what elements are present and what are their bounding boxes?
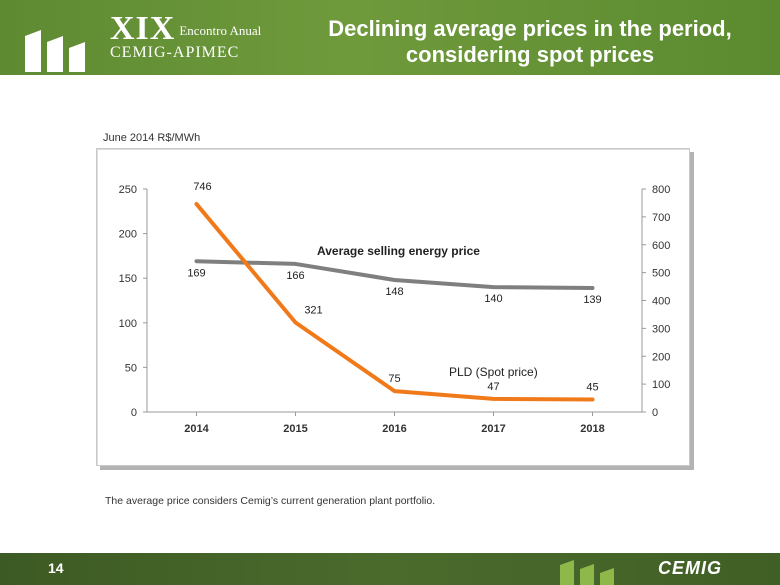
y-left-tick-label: 250 xyxy=(119,184,137,196)
series-name-spot-price: PLD (Spot price) xyxy=(449,365,538,379)
price-chart: 0 50 100 150 200 250 0 100 200 300 400 500 600 700 800… xyxy=(119,181,671,435)
slide-title-line-1: Declining average prices in the period, xyxy=(328,16,732,41)
x-tick-label: 2014 xyxy=(184,423,209,435)
y-left-tick-label: 0 xyxy=(131,407,137,419)
event-roman: XIX xyxy=(110,10,176,47)
y-right-tick-label: 700 xyxy=(652,212,670,224)
data-label: 139 xyxy=(583,294,601,306)
data-label: 75 xyxy=(388,373,400,385)
data-label: 140 xyxy=(484,293,502,305)
x-tick-label: 2015 xyxy=(283,423,307,435)
series-name-average-price: Average selling energy price xyxy=(317,244,480,258)
series-line-average-price xyxy=(194,259,595,291)
unit-label: June 2014 R$/MWh xyxy=(103,132,201,144)
y-left-tick-label: 150 xyxy=(119,273,137,285)
y-left-tick-label: 200 xyxy=(119,229,137,241)
data-label: 746 xyxy=(193,181,211,193)
x-tick-label: 2018 xyxy=(580,423,604,435)
event-organization: CEMIG-APIMEC xyxy=(110,44,240,61)
header-band xyxy=(0,0,780,75)
apimec-bars-icon xyxy=(25,30,85,72)
data-label: 169 xyxy=(187,267,205,279)
y-right-tick-label: 0 xyxy=(652,407,658,419)
y-right-tick-label: 300 xyxy=(652,323,670,335)
chart-frame: 0 50 100 150 200 250 0 100 200 300 400 500 600 700 800… xyxy=(96,148,690,466)
y-left-tick-label: 50 xyxy=(125,362,137,374)
footnote: The average price considers Cemig’s curr… xyxy=(105,495,436,507)
data-label: 47 xyxy=(487,381,499,393)
data-label: 148 xyxy=(385,286,403,298)
y-right-tick-label: 200 xyxy=(652,351,670,363)
x-tick-label: 2017 xyxy=(481,423,505,435)
data-label: 45 xyxy=(586,381,598,393)
y-right-tick-label: 500 xyxy=(652,268,670,280)
data-label: 166 xyxy=(286,270,304,282)
y-right-tick-label: 400 xyxy=(652,296,670,308)
page-number: 14 xyxy=(48,560,64,576)
y-right-tick-label: 600 xyxy=(652,240,670,252)
x-tick-label: 2016 xyxy=(382,423,406,435)
event-title: XIX Encontro Anual xyxy=(110,10,261,48)
slide-title: Declining average prices in the period, … xyxy=(295,16,765,68)
data-label: 321 xyxy=(304,305,322,317)
slide-title-line-2: considering spot prices xyxy=(405,42,655,67)
event-subtitle: Encontro Anual xyxy=(179,23,262,38)
series-line-spot-price xyxy=(194,202,595,402)
cemig-logo: CEMIG xyxy=(658,558,723,578)
y-left-tick-label: 100 xyxy=(119,318,137,330)
footer-bars-icon xyxy=(560,560,614,585)
footer-band xyxy=(0,553,780,585)
y-right-tick-label: 800 xyxy=(652,184,670,196)
y-right-tick-label: 100 xyxy=(652,379,670,391)
